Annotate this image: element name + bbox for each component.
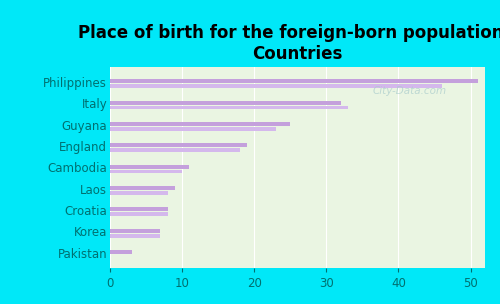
Bar [110, 101, 341, 105]
Bar [110, 148, 240, 152]
Bar [110, 143, 247, 147]
Bar [110, 207, 168, 211]
Bar [110, 170, 182, 174]
Title: Place of birth for the foreign-born population -
Countries: Place of birth for the foreign-born popu… [78, 24, 500, 63]
Bar [110, 229, 160, 233]
Bar [110, 122, 290, 126]
Bar [110, 212, 168, 216]
Bar [110, 191, 168, 195]
Bar [110, 165, 190, 169]
Text: City-Data.com: City-Data.com [373, 86, 447, 96]
Bar [110, 79, 478, 83]
Bar [110, 84, 442, 88]
Bar [110, 186, 175, 190]
Bar [110, 127, 276, 131]
Bar [110, 234, 160, 237]
Bar [110, 250, 132, 254]
Bar [110, 105, 348, 109]
